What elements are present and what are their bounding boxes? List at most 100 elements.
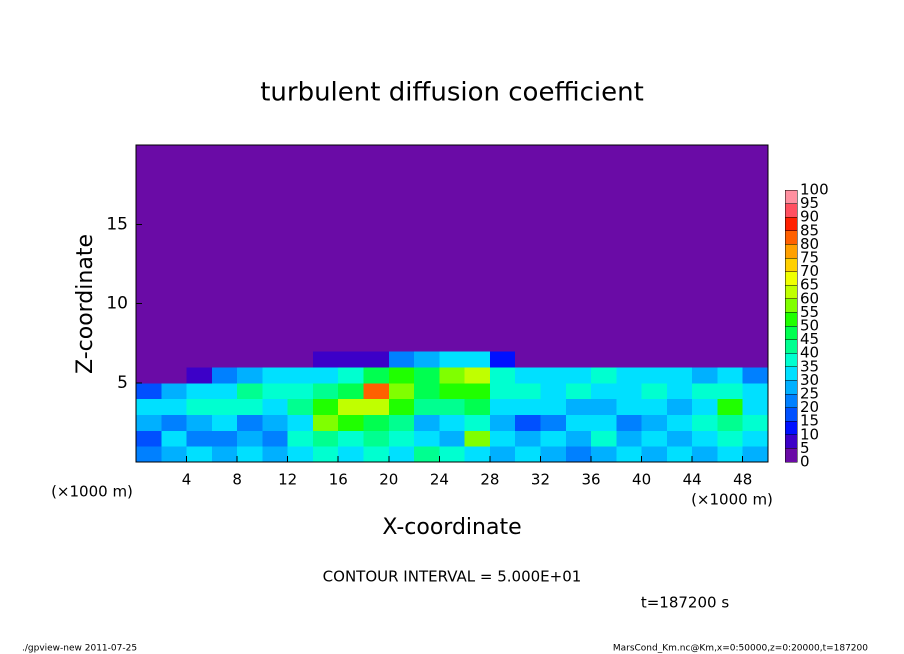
heat-cell (464, 430, 491, 447)
heat-cell (414, 351, 440, 368)
heat-cell (136, 430, 162, 447)
heat-cell (540, 145, 567, 352)
heat-cell (136, 366, 162, 384)
colorbar-label: 15 (800, 412, 819, 430)
heat-cell (565, 382, 592, 400)
heat-cell (287, 382, 314, 400)
x-tick-label: 40 (632, 471, 651, 489)
heat-cell (515, 145, 541, 352)
heat-cell (439, 351, 466, 368)
colorbar-label: 30 (800, 371, 819, 389)
footer-right: MarsCond_Km.nc@Km,x=0:50000,z=0:20000,t=… (613, 644, 868, 654)
colorbar-band (784, 216, 798, 232)
colorbar-label: 80 (800, 235, 819, 253)
colorbar-band (784, 203, 798, 218)
x-axis-label: X-coordinate (382, 515, 521, 540)
heat-cell (540, 351, 567, 368)
heat-cell (262, 398, 289, 415)
heat-cell (136, 414, 162, 431)
colorbar-band (784, 366, 798, 381)
heat-cell (414, 145, 440, 352)
heat-cell (388, 382, 415, 400)
heat-cell (262, 446, 289, 463)
colorbar-label: 65 (800, 276, 819, 294)
heat-cell (136, 398, 162, 415)
heat-cell (616, 446, 643, 463)
x-tick-label: 20 (379, 471, 398, 489)
heat-cell (287, 351, 314, 368)
heat-cell (287, 446, 314, 463)
heat-cell (338, 398, 365, 415)
heat-cell (211, 398, 238, 415)
heat-cell (591, 145, 617, 352)
heat-cell (439, 446, 466, 463)
colorbar-band (784, 325, 798, 340)
heat-cell (591, 351, 617, 368)
heat-cell (464, 366, 491, 384)
heat-cell (591, 414, 617, 431)
heat-cell (515, 382, 541, 400)
heat-cell (161, 430, 188, 447)
heat-cell (312, 366, 339, 384)
x-tick-label: 44 (683, 471, 702, 489)
heat-cell (186, 366, 213, 384)
heat-cell (262, 145, 289, 352)
heat-cell (287, 366, 314, 384)
heat-cell (262, 430, 289, 447)
heat-cell (211, 382, 238, 400)
heat-cell (515, 366, 541, 384)
heat-cell (666, 414, 693, 431)
heat-cell (641, 430, 668, 447)
heat-cell (338, 382, 365, 400)
heat-cell (287, 414, 314, 431)
colorbar-label: 75 (800, 249, 819, 267)
heat-cell (742, 446, 769, 463)
heat-cell (211, 366, 238, 384)
heat-cell (464, 382, 491, 400)
colorbar-label: 10 (800, 425, 819, 443)
footer-left: ./gpview-new 2011-07-25 (22, 644, 137, 654)
heat-cell (591, 398, 617, 415)
heat-cell (565, 446, 592, 463)
heat-cell (312, 382, 339, 400)
heat-cell (388, 414, 415, 431)
heat-cell (565, 366, 592, 384)
heat-cell (464, 446, 491, 463)
colorbar-band (784, 420, 798, 436)
heat-cell (742, 430, 769, 447)
heat-cell (211, 446, 238, 463)
heat-cell (489, 398, 516, 415)
heat-cell (338, 414, 365, 431)
heat-cell (186, 145, 213, 352)
heat-cell (414, 382, 440, 400)
time-label: t=187200 s (641, 594, 729, 612)
contour-note: CONTOUR INTERVAL = 5.000E+01 (323, 568, 582, 586)
heat-cell (237, 430, 263, 447)
y-tick-label: 5 (117, 373, 128, 393)
heat-cell (338, 430, 365, 447)
x-tick-label: 24 (430, 471, 449, 489)
heat-cell (414, 446, 440, 463)
heat-cell (262, 382, 289, 400)
heat-cell (692, 366, 718, 384)
heat-cell (186, 414, 213, 431)
heat-cell (211, 430, 238, 447)
heat-cell (515, 446, 541, 463)
heat-cell (136, 145, 162, 352)
heat-cell (262, 366, 289, 384)
colorbar-label: 0 (800, 453, 810, 471)
heat-cell (717, 351, 744, 368)
colorbar-band (784, 339, 798, 354)
y-unit-label: (×1000 m) (51, 483, 133, 501)
heat-cell (186, 398, 213, 415)
heat-cell (489, 414, 516, 431)
colorbar-band (784, 298, 798, 313)
heat-cell (237, 382, 263, 400)
heat-cell (363, 366, 390, 384)
heat-cell (388, 430, 415, 447)
heat-cell (388, 351, 415, 368)
heat-cell (616, 430, 643, 447)
colorbar-band (784, 448, 798, 463)
heat-cell (363, 430, 390, 447)
